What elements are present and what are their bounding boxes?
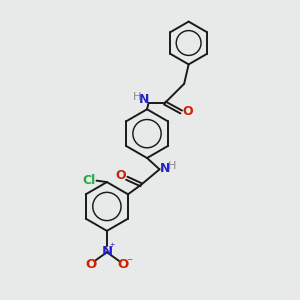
Text: $^-$: $^-$ [125,257,134,267]
Text: N: N [139,93,149,106]
Text: O: O [182,106,193,118]
Text: N: N [101,244,112,258]
Text: O: O [115,169,126,182]
Text: Cl: Cl [82,174,96,187]
Text: H: H [133,92,141,101]
Text: N: N [160,162,170,175]
Text: H: H [168,161,176,171]
Text: O: O [118,258,129,271]
Text: $^+$: $^+$ [108,242,116,253]
Text: O: O [85,258,96,271]
